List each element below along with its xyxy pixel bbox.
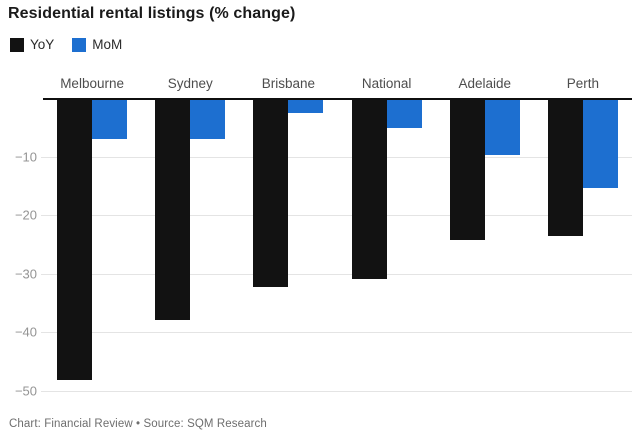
category-label: Melbourne	[60, 76, 124, 91]
bar-group	[239, 98, 337, 391]
bar-group	[338, 98, 436, 391]
bar-yoy	[449, 98, 485, 240]
category-label: Adelaide	[458, 76, 512, 91]
y-tick-label: −50	[14, 383, 37, 399]
y-tick-label: −10	[14, 149, 37, 165]
bar-yoy	[57, 98, 93, 381]
bar-mom	[92, 98, 128, 140]
bar-mom	[582, 98, 618, 189]
gridline	[41, 215, 632, 217]
chart-legend: YoY MoM	[10, 37, 122, 52]
y-tick-label: −20	[14, 207, 37, 223]
x-axis-line	[43, 98, 632, 100]
category-label: Sydney	[167, 76, 213, 91]
legend-item-yoy: YoY	[10, 37, 54, 52]
category-label: Perth	[566, 76, 600, 91]
category-label: National	[361, 76, 412, 91]
bars-container	[43, 98, 632, 391]
bar-yoy	[155, 98, 191, 320]
bar-group	[436, 98, 534, 391]
legend-item-mom: MoM	[72, 37, 122, 52]
bar-group	[141, 98, 239, 391]
legend-swatch-yoy	[10, 37, 24, 52]
category-labels-row: Melbourne Sydney Brisbane National Adelaide P…	[43, 76, 632, 94]
gridline	[41, 273, 632, 275]
legend-label-mom: MoM	[92, 37, 123, 52]
y-axis-labels: −10 −20 −30 −40 −50	[0, 98, 37, 398]
bar-mom	[386, 98, 422, 129]
y-tick-label: −40	[14, 324, 37, 340]
bar-group	[43, 98, 141, 391]
plot-area	[41, 98, 632, 392]
gridline	[41, 156, 632, 158]
bar-mom	[288, 98, 324, 113]
category-label: Brisbane	[261, 76, 316, 91]
chart-footer: Chart: Financial Review • Source: SQM Re…	[9, 418, 267, 430]
gridline	[41, 391, 632, 392]
bar-yoy	[351, 98, 387, 280]
y-tick-label: −30	[14, 266, 37, 282]
bar-yoy	[253, 98, 289, 287]
legend-label-yoy: YoY	[30, 37, 55, 52]
bar-mom	[190, 98, 226, 140]
chart-title: Residential rental listings (% change)	[8, 5, 296, 22]
bar-yoy	[547, 98, 583, 237]
legend-swatch-mom	[72, 37, 87, 52]
gridline	[41, 332, 632, 334]
bar-group	[534, 98, 632, 391]
bar-mom	[484, 98, 520, 156]
